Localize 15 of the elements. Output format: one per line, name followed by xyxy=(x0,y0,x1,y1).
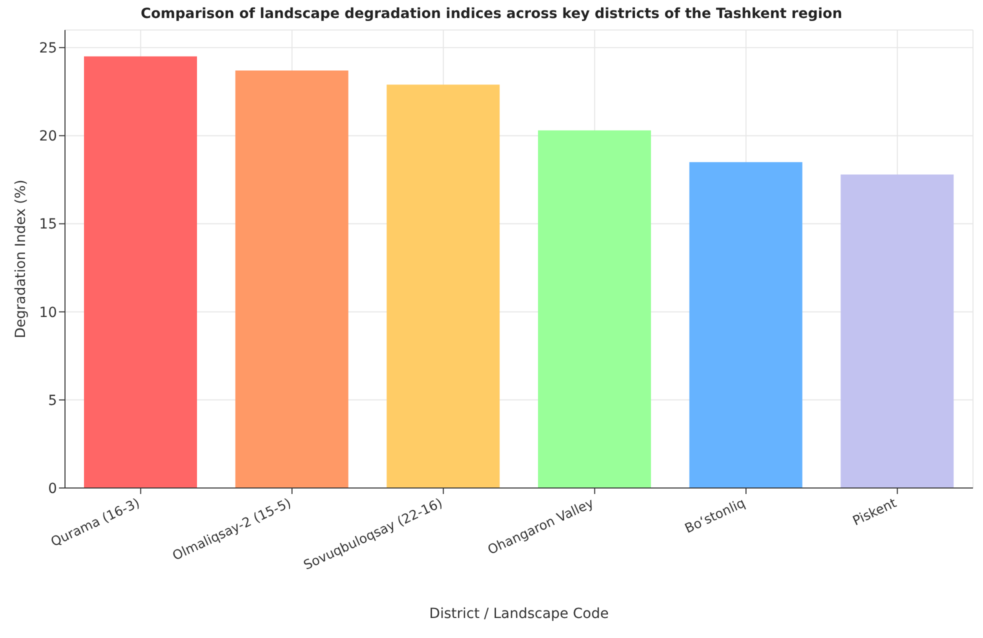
y-tick-label: 10 xyxy=(39,304,57,321)
y-tick-label: 5 xyxy=(48,392,57,409)
bar xyxy=(386,84,500,488)
bar xyxy=(84,56,197,488)
x-axis-title: District / Landscape Code xyxy=(429,606,609,622)
bar xyxy=(235,70,348,488)
y-tick-label: 25 xyxy=(39,40,57,57)
y-tick-label: 20 xyxy=(39,128,57,145)
bar xyxy=(538,130,651,488)
chart-title: Comparison of landscape degradation indices across key districts of the Tashkent region xyxy=(140,6,844,22)
y-axis-title: Degradation Index (%) xyxy=(12,180,29,338)
bar xyxy=(689,162,802,488)
y-tick-label: 0 xyxy=(48,480,57,497)
bar xyxy=(840,174,954,488)
y-tick-label: 15 xyxy=(39,216,57,233)
